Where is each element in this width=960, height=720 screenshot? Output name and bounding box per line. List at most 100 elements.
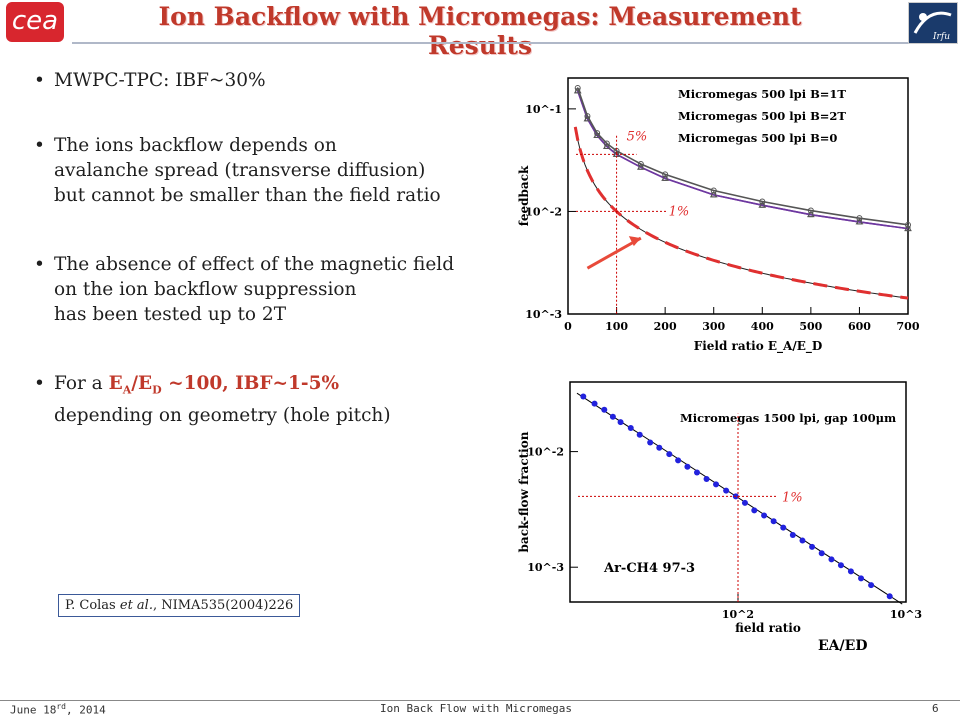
data-point: [759, 198, 766, 205]
data-point: [662, 171, 669, 178]
bullet-4-line-2: depending on geometry (hole pitch): [54, 404, 391, 426]
legend-entry: Micromegas 1500 lpi, gap 100μm: [680, 411, 896, 425]
data-point: [799, 537, 806, 544]
arrow-line: [586, 236, 642, 270]
y-axis-label: feedback: [517, 165, 531, 226]
data-point: [636, 431, 643, 438]
cea-logo: cea: [6, 2, 64, 42]
data-point: [723, 487, 730, 494]
data-point: [656, 444, 663, 451]
x-tick-label: 500: [799, 320, 822, 333]
field-ratio-slash: /E: [131, 373, 153, 394]
data-point: [789, 531, 796, 538]
bullet-1: MWPC-TPC: IBF~30%: [30, 68, 520, 93]
y-tick-label: 10^-2: [527, 446, 564, 459]
data-point: [818, 550, 825, 557]
series-line-3: [576, 87, 909, 226]
x-tick-label: 300: [702, 320, 725, 333]
legend-entry: Micromegas 500 lpi B=0: [678, 131, 837, 145]
data-point: [886, 593, 893, 600]
slide-title: Ion Backflow with Micromegas: Measuremen…: [158, 2, 802, 60]
data-point: [675, 457, 682, 464]
reference-journal: , NIMA535(2004)226: [152, 598, 294, 613]
data-point: [710, 187, 717, 194]
bullet-2-line-2: avalanche spread (transverse diffusion): [54, 160, 426, 181]
x-tick-label: 100: [605, 320, 628, 333]
data-point: [758, 201, 767, 208]
bullet-4-line-1: For a EA/ED ~100, IBF~1-5%: [54, 371, 520, 403]
bullet-4-prefix: For a: [54, 373, 109, 394]
data-point: [828, 556, 835, 563]
data-point: [855, 217, 864, 225]
data-point: [847, 568, 854, 575]
data-point: [636, 163, 645, 170]
x-tick-label: 400: [751, 320, 774, 333]
field-ratio-highlight: EA/ED ~100, IBF~1-5%: [108, 373, 340, 397]
annotation-5pct: 5%: [627, 129, 648, 144]
legend-entry: Micromegas 500 lpi B=2T: [678, 109, 846, 123]
data-point: [761, 512, 768, 519]
x-axis-label: Field ratio E_A/E_D: [694, 339, 823, 354]
data-point: [601, 406, 608, 413]
arrow-head: [628, 236, 641, 247]
irfu-logo-label: Irfu: [932, 32, 950, 42]
y-tick-label: 10^-1: [525, 103, 562, 116]
footer-page-number: 6: [932, 702, 939, 715]
data-point: [806, 210, 815, 218]
annotation-1pct: 1%: [669, 204, 690, 219]
irfu-logo-graphic: Irfu: [909, 3, 957, 43]
data-point: [770, 518, 777, 525]
irfu-logo: Irfu: [908, 2, 958, 44]
data-point: [868, 582, 875, 589]
footer-center: Ion Back Flow with Micromegas: [380, 702, 573, 715]
backflow-chart: 10^2 10^3 10^-2 10^-3 back-flow fraction fiel…: [517, 381, 922, 654]
data-point: [584, 113, 591, 120]
data-point: [603, 140, 610, 147]
bullet-3: The absence of effect of the magnetic fi…: [30, 252, 520, 327]
y-tick-label: 10^-2: [525, 205, 562, 218]
y-axis-label: back-flow fraction: [517, 431, 531, 552]
data-point: [751, 507, 758, 514]
data-point: [741, 499, 748, 506]
field-ratio-e: E: [108, 373, 123, 394]
data-point: [637, 161, 644, 168]
title-divider: [72, 42, 908, 44]
title-bar: cea Ion Backflow with Micromegas: Measur…: [0, 0, 960, 60]
annotation-1pct: 1%: [782, 490, 803, 505]
data-point: [647, 439, 654, 446]
data-point: [858, 575, 865, 582]
gas-label: Ar-CH4 97-3: [603, 561, 695, 576]
x-tick-label: 700: [897, 320, 920, 333]
bullet-list: MWPC-TPC: IBF~30% The ions backflow depe…: [30, 68, 520, 452]
data-point: [713, 481, 720, 488]
footer-date: June 18rd, 2014: [10, 702, 106, 717]
field-ratio-sub-d: D: [152, 383, 162, 397]
reference-authors: P. Colas: [65, 598, 120, 613]
bullet-3-line-1: The absence of effect of the magnetic fi…: [54, 254, 455, 275]
x-tick-label: 10^3: [890, 608, 922, 621]
footer-divider: [0, 700, 960, 701]
data-point: [609, 413, 616, 420]
bullet-2: The ions backflow depends on avalanche s…: [30, 133, 520, 208]
feedback-chart: 0 100 200 300 400 500 600 700 10^-1 10^-2 10^-3 fee…: [517, 77, 920, 354]
data-point: [661, 174, 670, 181]
reference-box: P. Colas et al., NIMA535(2004)226: [58, 594, 301, 617]
data-point: [807, 207, 814, 214]
y-tick-label: 10^-3: [525, 308, 562, 321]
data-point: [580, 393, 587, 400]
x-axis-label: field ratio: [735, 621, 801, 635]
bullet-3-line-3: has been tested up to 2T: [54, 304, 287, 325]
data-point: [709, 190, 718, 198]
series-line-2: [576, 90, 909, 230]
data-point: [627, 425, 634, 432]
x-tick-label: 600: [848, 320, 871, 333]
data-point: [905, 221, 911, 228]
field-ratio-sub-a: A: [122, 383, 132, 397]
cea-logo-text: cea: [11, 6, 59, 36]
data-point: [780, 524, 787, 531]
ibf-value: ~100, IBF~1-5%: [161, 373, 340, 394]
legend-entry: Micromegas 500 lpi B=1T: [678, 87, 846, 101]
data-point: [809, 543, 816, 550]
data-point: [684, 463, 691, 470]
bullet-2-line-3: but cannot be smaller than the field rat…: [54, 185, 441, 206]
